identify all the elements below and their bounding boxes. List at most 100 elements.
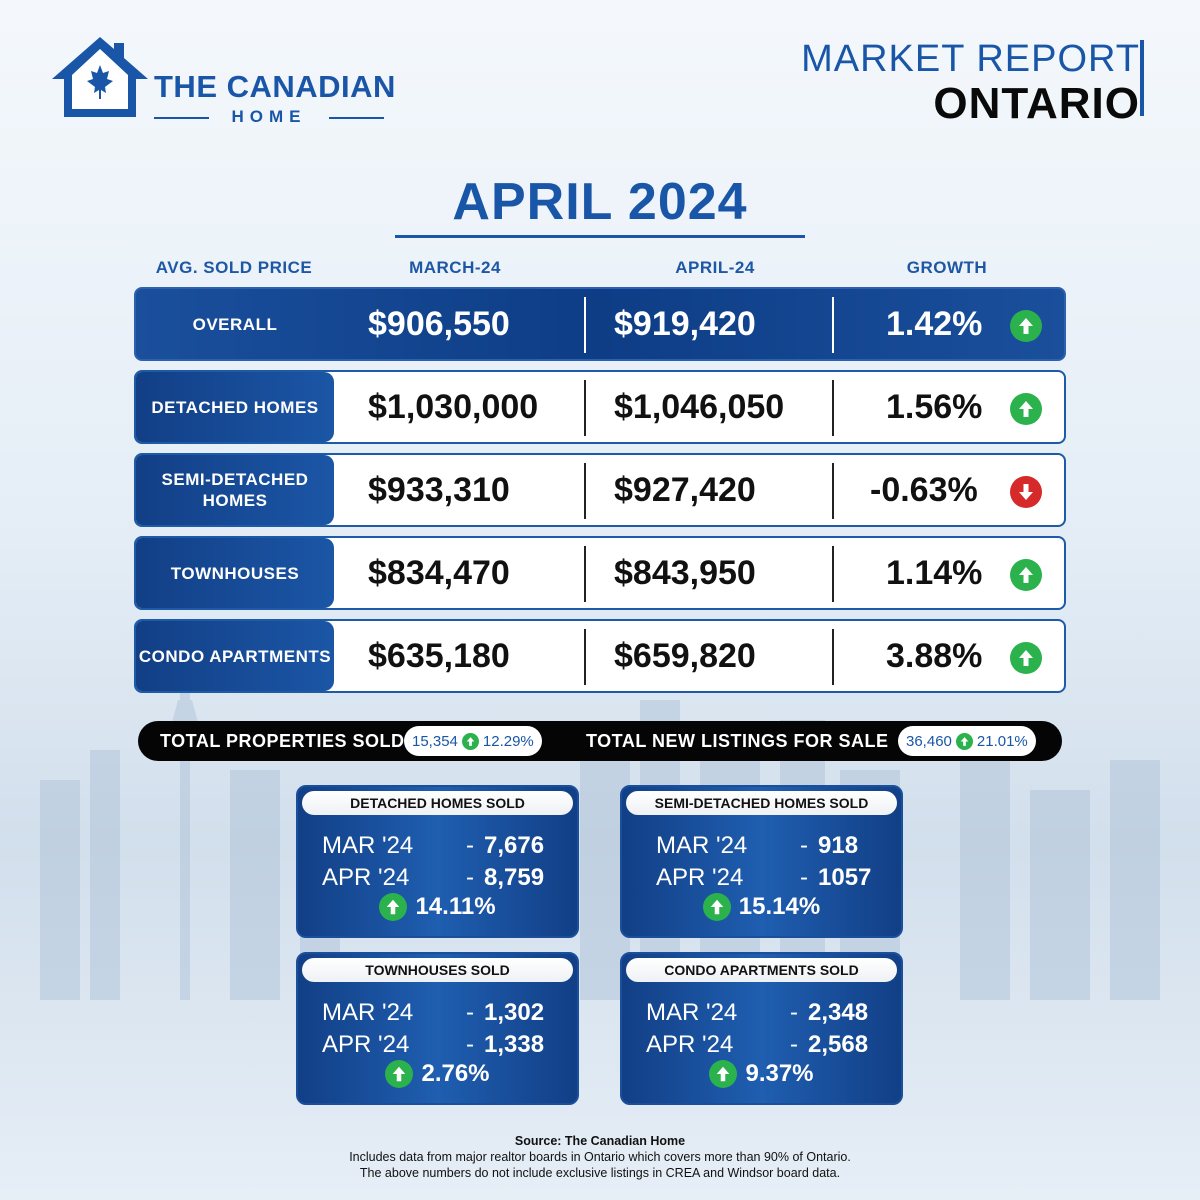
month-label: MAR '24 (656, 832, 748, 859)
march-price: $1,030,000 (368, 387, 539, 426)
march-price: $933,310 (368, 470, 510, 509)
divider (832, 380, 834, 436)
april-price: $919,420 (614, 304, 756, 343)
dash: - (466, 864, 474, 891)
month-label: MAR '24 (322, 832, 414, 859)
card-row-april: APR '24 -1057 (622, 864, 901, 894)
report-title: MARKET REPORT ONTARIO (801, 38, 1140, 129)
divider (584, 629, 586, 685)
report-month: APRIL 2024 (452, 173, 748, 231)
month-label: APR '24 (646, 1031, 734, 1058)
row-label: SEMI-DETACHED HOMES (136, 455, 334, 525)
growth-value: 14.11% (415, 893, 496, 920)
card-growth: 2.76% (298, 1058, 577, 1090)
march-price: $635,180 (368, 636, 510, 675)
total-sold-growth: 12.29% (482, 732, 534, 750)
column-header-label: AVG. SOLD PRICE (155, 258, 313, 277)
sold-count: 8,759 (484, 864, 545, 891)
brand-subname: HOME (154, 107, 384, 127)
arrow-up-icon (702, 893, 731, 921)
growth-value: 1.42% (886, 304, 983, 343)
growth-value: 1.56% (886, 387, 983, 426)
detached-sold-card: DETACHED HOMES SOLD MAR '24 -7,676 APR '2… (296, 785, 579, 938)
arrow-up-icon (1010, 393, 1042, 425)
arrow-up-icon (1010, 559, 1042, 591)
sold-count: 1057 (818, 864, 872, 891)
total-listings-growth: 21.01% (976, 732, 1028, 750)
dash: - (466, 999, 474, 1026)
card-growth: 9.37% (622, 1058, 901, 1090)
arrow-up-icon (379, 893, 408, 921)
footer: Source: The Canadian Home Includes data … (0, 1133, 1200, 1181)
column-header-march: MARCH-24 (409, 258, 501, 277)
price-row-detached: DETACHED HOMES $1,030,000 $1,046,050 1.5… (134, 370, 1066, 444)
report-region: ONTARIO (933, 79, 1140, 128)
dash: - (466, 1031, 474, 1058)
house-maple-icon (52, 37, 148, 117)
total-listings-value: 36,460 (906, 732, 952, 750)
april-price: $1,046,050 (614, 387, 785, 426)
divider (584, 546, 586, 602)
row-label: DETACHED HOMES (136, 372, 334, 442)
card-row-march: MAR '24 -1,302 (298, 999, 577, 1029)
sold-count: 2,348 (808, 999, 869, 1026)
price-row-overall: OVERALL $906,550 $919,420 1.42% (134, 287, 1066, 361)
divider (584, 380, 586, 436)
card-growth: 14.11% (298, 891, 577, 923)
arrow-up-icon (1010, 310, 1042, 342)
growth-value: 3.88% (886, 636, 983, 675)
arrow-down-icon (1010, 476, 1042, 508)
card-title: SEMI-DETACHED HOMES SOLD (626, 791, 897, 815)
card-row-april: APR '24 -1,338 (298, 1031, 577, 1061)
month-label: APR '24 (656, 864, 744, 891)
price-row-semi-detached: SEMI-DETACHED HOMES $933,310 $927,420 -0… (134, 453, 1066, 527)
divider (584, 463, 586, 519)
divider (832, 463, 834, 519)
condo-sold-card: CONDO APARTMENTS SOLD MAR '24 -2,348 APR … (620, 952, 903, 1105)
sold-count: 2,568 (808, 1031, 869, 1058)
march-price: $834,470 (368, 553, 510, 592)
divider (832, 546, 834, 602)
column-header-april: APRIL-24 (675, 258, 755, 277)
dash: - (790, 1031, 798, 1058)
april-price: $659,820 (614, 636, 756, 675)
card-row-april: APR '24 -2,568 (622, 1031, 901, 1061)
sold-count: 7,676 (484, 832, 545, 859)
card-title: TOWNHOUSES SOLD (302, 958, 573, 982)
growth-value: 15.14% (738, 893, 821, 920)
row-label: CONDO APARTMENTS (136, 621, 334, 691)
total-sold-pill: 15,354 12.29% (404, 726, 542, 756)
total-listings-pill: 36,460 21.01% (898, 726, 1036, 756)
total-sold-value: 15,354 (412, 732, 458, 750)
month-underline (395, 235, 805, 238)
month-label: APR '24 (322, 864, 410, 891)
arrow-up-icon (709, 1060, 738, 1088)
card-title: CONDO APARTMENTS SOLD (626, 958, 897, 982)
dash: - (466, 832, 474, 859)
townhouses-sold-card: TOWNHOUSES SOLD MAR '24 -1,302 APR '24 -1,… (296, 952, 579, 1105)
semi-detached-sold-card: SEMI-DETACHED HOMES SOLD MAR '24 -918 APR… (620, 785, 903, 938)
footer-source: Source: The Canadian Home (514, 1134, 686, 1148)
report-line1: MARKET REPORT (801, 38, 1140, 80)
price-row-condo: CONDO APARTMENTS $635,180 $659,820 3.88% (134, 619, 1066, 693)
dash: - (800, 864, 808, 891)
card-row-march: MAR '24 -2,348 (622, 999, 901, 1029)
brand-name: THE CANADIAN (154, 69, 396, 104)
april-price: $927,420 (614, 470, 756, 509)
total-listings-label: TOTAL NEW LISTINGS FOR SALE (586, 730, 889, 751)
arrow-up-icon (385, 1060, 414, 1088)
footer-note-2: The above numbers do not include exclusi… (359, 1166, 841, 1180)
divider (584, 297, 586, 353)
brand-logo[interactable]: THE CANADIAN HOME (50, 35, 395, 127)
column-header-growth: GROWTH (906, 258, 988, 277)
row-label: OVERALL (192, 314, 278, 334)
arrow-up-icon (1010, 642, 1042, 674)
month-label: APR '24 (322, 1031, 410, 1058)
sold-count: 1,302 (484, 999, 545, 1026)
sold-count: 918 (818, 832, 859, 859)
card-growth: 15.14% (622, 891, 901, 923)
arrow-up-icon (955, 732, 973, 750)
footer-note-1: Includes data from major realtor boards … (349, 1150, 851, 1164)
growth-value: 1.14% (886, 553, 983, 592)
divider (832, 297, 834, 353)
